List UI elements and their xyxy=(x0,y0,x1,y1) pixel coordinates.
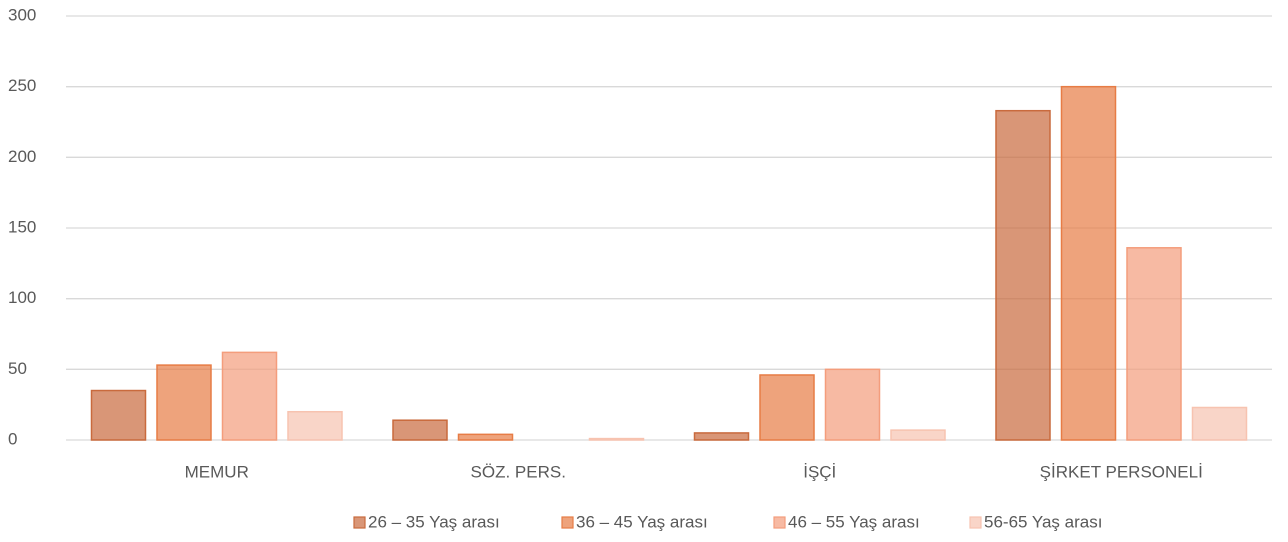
y-tick-label: 50 xyxy=(8,359,27,378)
bar xyxy=(287,410,343,441)
bar xyxy=(90,389,147,441)
bar xyxy=(1191,406,1248,441)
bar xyxy=(156,364,212,441)
x-tick-label: ŞİRKET PERSONELİ xyxy=(1040,462,1203,481)
y-tick-label: 150 xyxy=(8,217,36,236)
bar xyxy=(588,437,645,441)
bar xyxy=(457,433,514,441)
x-tick-label: İŞÇİ xyxy=(803,462,836,481)
x-tick-label: SÖZ. PERS. xyxy=(471,462,566,481)
bar xyxy=(1060,85,1117,441)
y-tick-label: 100 xyxy=(8,288,36,307)
bar xyxy=(890,429,946,441)
bar xyxy=(392,419,448,441)
bar xyxy=(995,109,1051,441)
legend-label: 46 – 55 Yaş arası xyxy=(788,512,920,531)
y-tick-label: 300 xyxy=(8,5,36,24)
x-tick-label: MEMUR xyxy=(185,462,249,481)
legend-swatch xyxy=(969,516,982,529)
legend-swatch xyxy=(561,516,574,529)
legend-swatch xyxy=(353,516,366,529)
bar xyxy=(824,368,881,441)
legend-label: 36 – 45 Yaş arası xyxy=(576,512,708,531)
bar xyxy=(221,351,278,441)
legend-label: 56-65 Yaş arası xyxy=(984,512,1102,531)
bar xyxy=(759,374,815,441)
y-tick-label: 0 xyxy=(8,429,17,448)
bar xyxy=(693,432,750,441)
y-tick-label: 250 xyxy=(8,76,36,95)
bar xyxy=(1126,247,1182,441)
y-tick-label: 200 xyxy=(8,147,36,166)
legend-swatch xyxy=(773,516,786,529)
legend-label: 26 – 35 Yaş arası xyxy=(368,512,500,531)
